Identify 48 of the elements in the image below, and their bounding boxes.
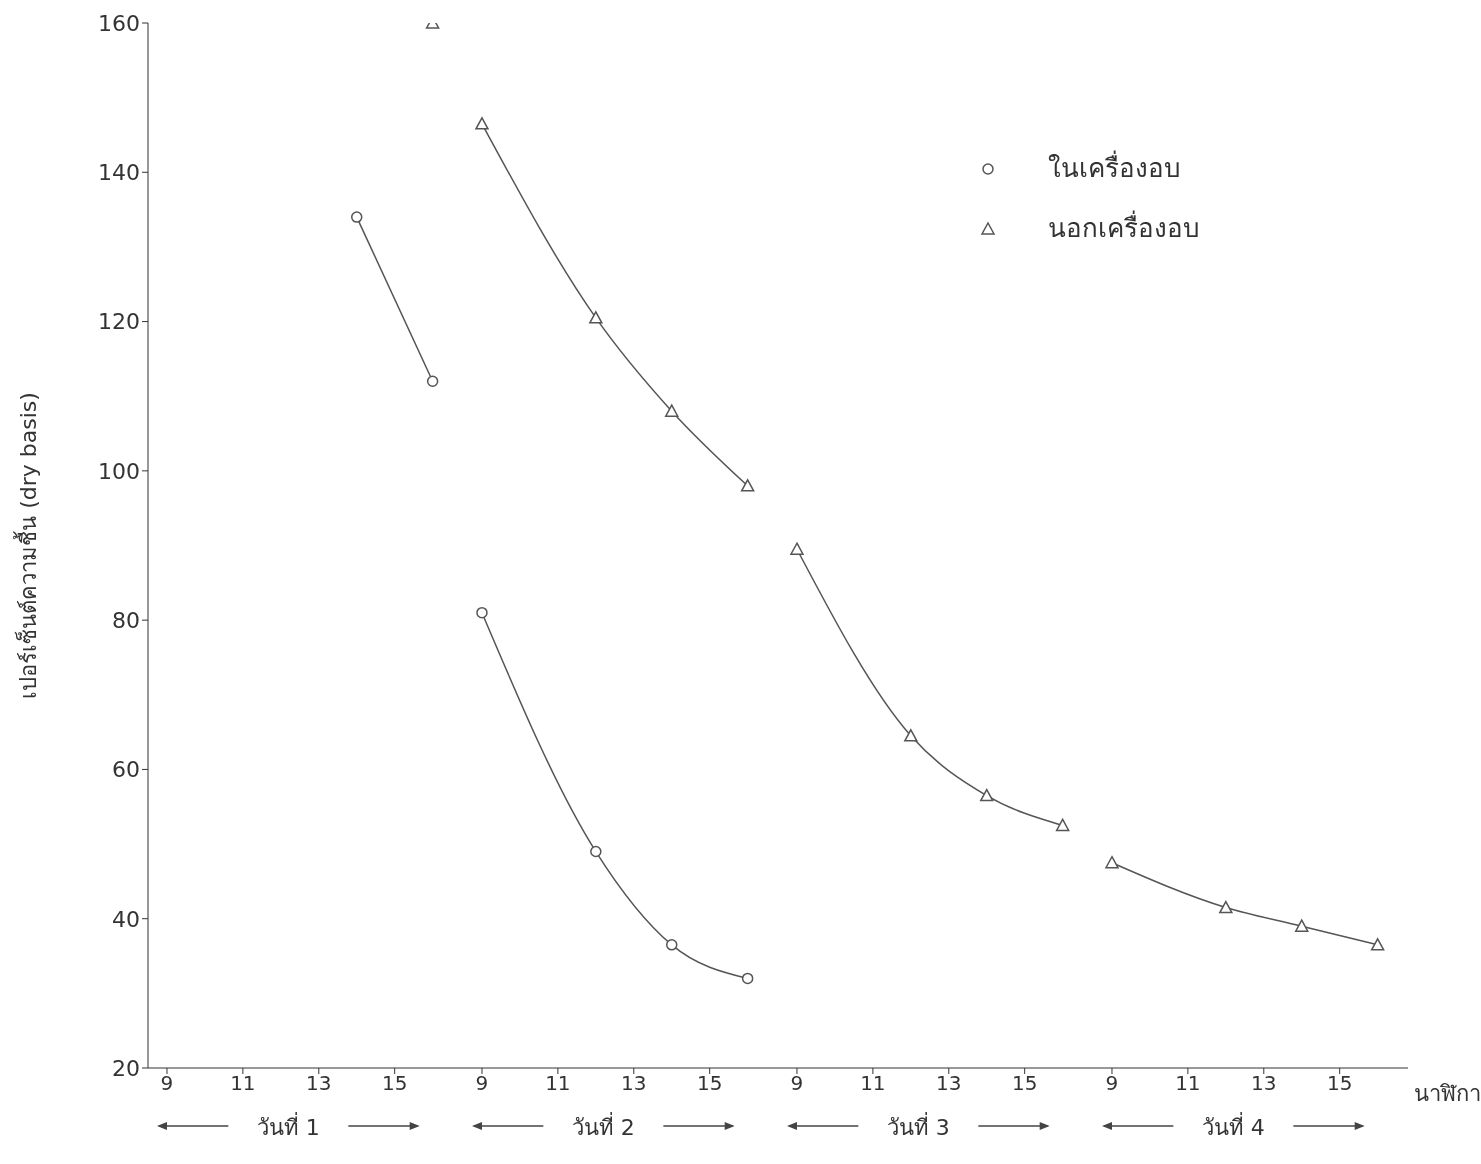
- text: นาฬิกา: [1414, 1080, 1481, 1108]
- y-tick-label: 140: [98, 160, 140, 186]
- x-tick-label: 11: [1175, 1071, 1201, 1096]
- point: [1294, 919, 1309, 932]
- x-tick-label: 15: [381, 1071, 408, 1096]
- x-tick-label: 11: [860, 1071, 886, 1096]
- point: [979, 788, 994, 802]
- legend-label: นอกเครื่องอบ: [1048, 209, 1200, 245]
- point: [475, 117, 489, 130]
- point: [741, 972, 754, 985]
- y-tick-label: 120: [98, 309, 140, 335]
- point: [476, 606, 488, 619]
- x-tick-label: 11: [545, 1071, 571, 1096]
- x-tick-label: 9: [1105, 1071, 1119, 1096]
- y-tick-label: 100: [98, 458, 140, 484]
- x-tick-label: 9: [790, 1071, 804, 1096]
- x-tick-label: 13: [306, 1071, 332, 1096]
- point: [1055, 818, 1070, 832]
- x-tick-label: 13: [1251, 1071, 1277, 1096]
- x-tick-label: 15: [1326, 1071, 1353, 1096]
- y-tick-label: 60: [112, 757, 140, 783]
- y-tick-label: 40: [112, 906, 140, 932]
- point: [1219, 900, 1233, 914]
- x-tick-label: 15: [1011, 1071, 1038, 1096]
- point: [1370, 938, 1385, 951]
- y-tick-label: 80: [112, 607, 140, 633]
- point: [665, 939, 678, 951]
- point: [790, 542, 804, 555]
- x-axis-title: วันที่ 3: [885, 1111, 951, 1142]
- y-tick-label: 160: [98, 10, 140, 36]
- point: [590, 845, 602, 858]
- x-axis-title: วันที่ 4: [1200, 1111, 1266, 1142]
- x-tick-label: 9: [475, 1071, 489, 1096]
- x-tick-label: 11: [230, 1071, 256, 1096]
- point: [664, 404, 679, 417]
- x-axis-title: วันที่ 2: [570, 1111, 636, 1142]
- point: [1105, 855, 1119, 869]
- y-tick-label: 20: [112, 1055, 140, 1081]
- x-tick-label: 13: [621, 1071, 647, 1096]
- point: [740, 479, 755, 492]
- y-axis-title: เปอร์เซ็นต์ความชื้น (dry basis): [12, 392, 41, 699]
- x-tick-label: 9: [160, 1071, 174, 1096]
- point: [904, 729, 918, 742]
- x-tick-label: 13: [936, 1071, 962, 1096]
- x-axis-title: วันที่ 1: [255, 1111, 321, 1142]
- x-tick-label: 15: [696, 1071, 723, 1096]
- legend-label: ในเครื่องอบ: [1048, 149, 1181, 185]
- point: [589, 311, 603, 324]
